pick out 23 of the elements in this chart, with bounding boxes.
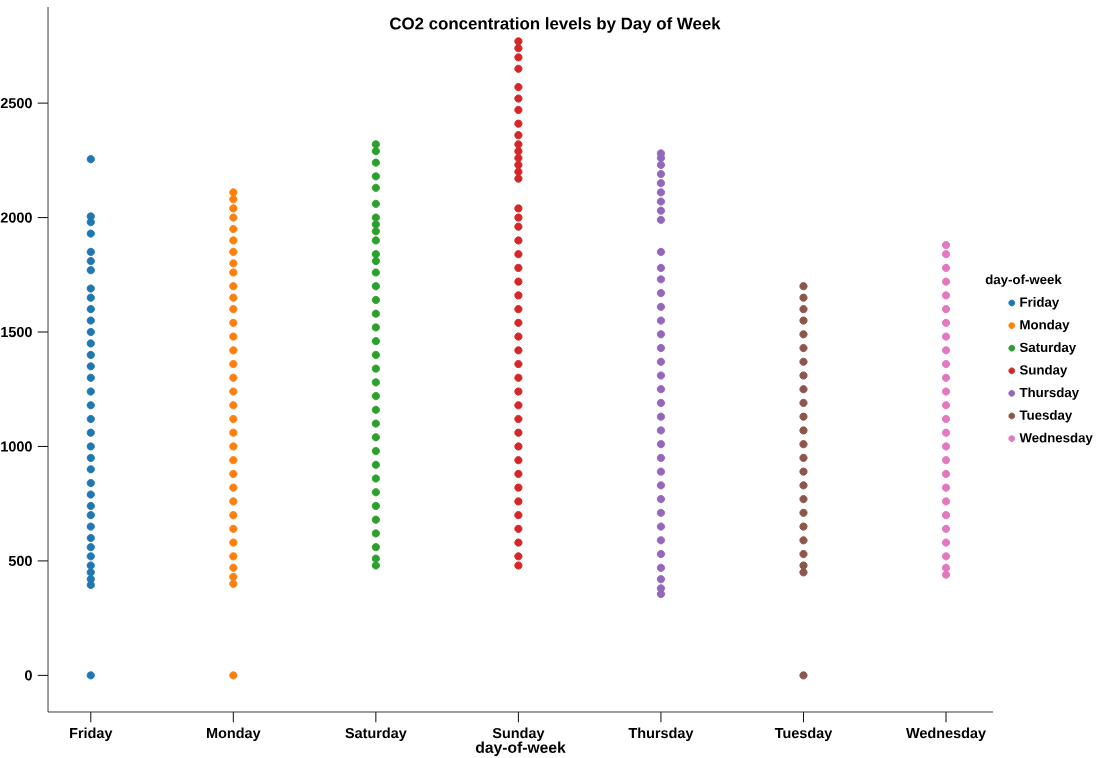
y-tick-label: 500 bbox=[8, 555, 32, 567]
legend-label: Thursday bbox=[1019, 387, 1079, 400]
x-axis-title: day-of-week bbox=[475, 741, 566, 757]
text: CO2 concentration levels by Day of Week bbox=[390, 17, 721, 33]
legend-label: Friday bbox=[1020, 297, 1060, 310]
legend-label: Tuesday bbox=[1019, 410, 1073, 423]
y-tick-label: 0 bbox=[24, 670, 32, 681]
y-tick-label: 2500 bbox=[0, 98, 32, 109]
y-tick-label: 1000 bbox=[1, 441, 32, 452]
x-tick-label: Tuesday bbox=[774, 727, 833, 741]
legend-label: Sunday bbox=[1019, 364, 1068, 378]
y-tick-label: 2000 bbox=[0, 212, 32, 223]
legend-title: day-of-week bbox=[985, 274, 1062, 287]
y-tick-label: 1500 bbox=[1, 326, 32, 338]
x-tick-label: Wednesday bbox=[906, 727, 986, 741]
legend-label: Monday bbox=[1020, 319, 1070, 333]
x-tick-label: Thursday bbox=[628, 727, 694, 741]
x-tick-label: Monday bbox=[207, 727, 261, 741]
legend-label: Wednesday bbox=[1019, 432, 1093, 446]
x-tick-label: Saturday bbox=[345, 727, 407, 741]
x-tick-label: Sunday bbox=[492, 727, 545, 741]
x-tick-label: Friday bbox=[70, 727, 113, 741]
legend-label: Saturday bbox=[1019, 342, 1077, 355]
